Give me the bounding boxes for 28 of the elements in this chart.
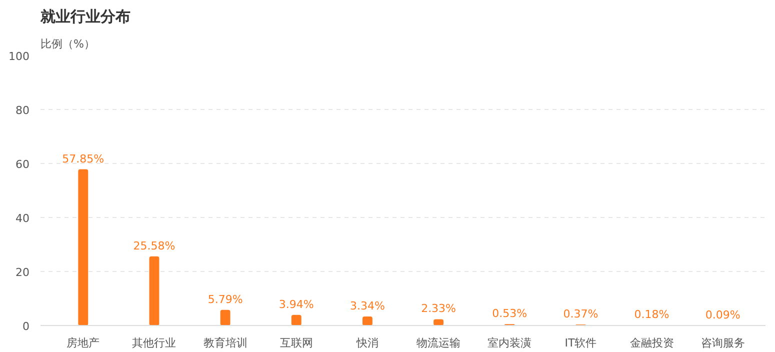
data-label: 57.85% <box>62 152 104 166</box>
x-tick-label: 室内装潢 <box>488 336 532 350</box>
x-tick-label: 教育培训 <box>203 336 248 350</box>
x-tick-label: 房地产 <box>66 336 100 350</box>
x-tick-label: 快消 <box>355 336 378 350</box>
x-tick-label: 咨询服务 <box>700 336 745 350</box>
x-tick-label: IT软件 <box>564 336 597 350</box>
data-label: 2.33% <box>421 302 456 316</box>
data-label: 3.34% <box>350 299 385 312</box>
data-label: 25.58% <box>133 239 176 252</box>
x-tick-label: 其他行业 <box>132 336 176 350</box>
y-tick-label: 20 <box>16 266 30 279</box>
data-label: 3.94% <box>278 298 314 311</box>
y-tick-label: 0 <box>22 320 30 333</box>
y-tick-label: 100 <box>8 50 30 63</box>
x-tick-label: 金融投资 <box>630 336 674 350</box>
x-tick-label: 互联网 <box>280 336 313 350</box>
data-label: 0.53% <box>492 307 528 320</box>
data-label: 0.37% <box>563 308 598 320</box>
data-label: 0.18% <box>634 308 670 322</box>
y-tick-label: 60 <box>16 158 30 171</box>
data-label: 0.09% <box>705 308 740 322</box>
data-label: 5.79% <box>208 292 243 306</box>
y-axis-title: 比例（%） <box>40 38 95 50</box>
y-tick-label: 80 <box>16 104 30 117</box>
x-tick-label: 物流运输 <box>416 336 461 350</box>
y-tick-label: 40 <box>16 212 30 225</box>
chart-title: 就业行业分布 <box>40 8 130 26</box>
